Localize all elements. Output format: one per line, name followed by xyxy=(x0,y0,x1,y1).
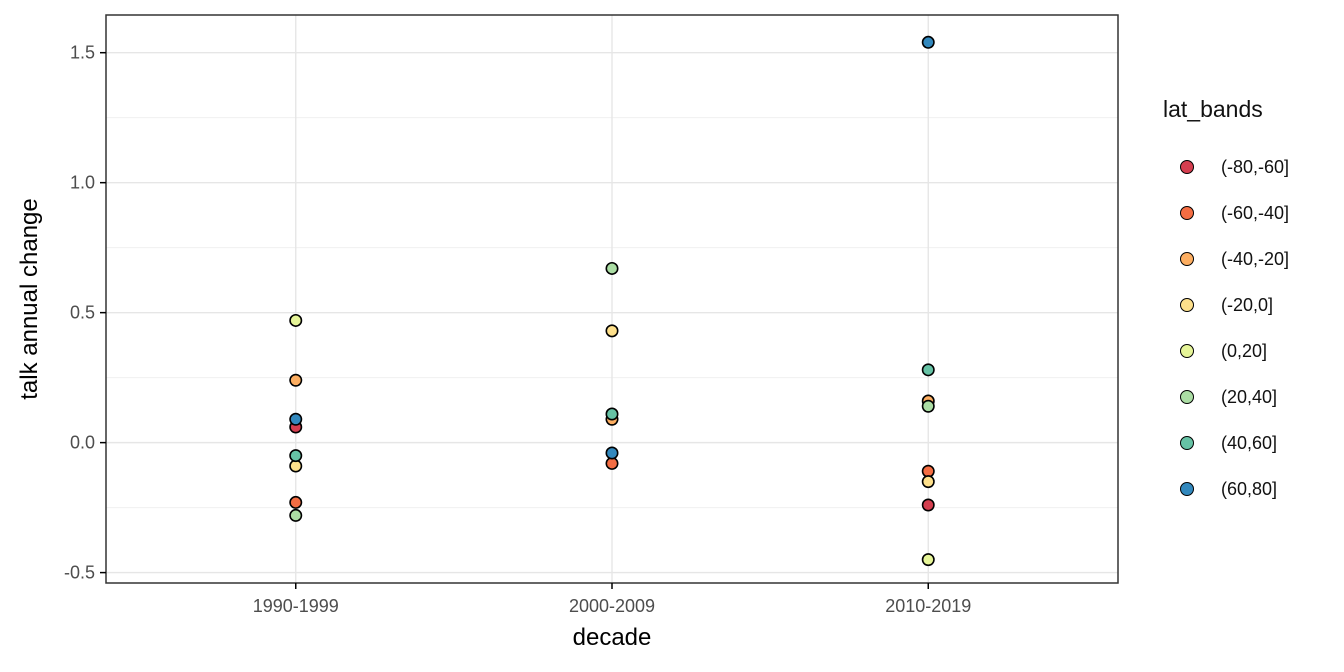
legend-item: (20,40] xyxy=(1163,374,1341,420)
legend-key-dot xyxy=(1180,482,1194,496)
y-axis-tick-label: 1.5 xyxy=(70,43,95,63)
legend-item-label: (20,40] xyxy=(1221,386,1278,407)
legend-key-dot xyxy=(1180,206,1194,220)
legend-item-label: (-60,-40] xyxy=(1221,202,1290,223)
data-point xyxy=(605,407,619,421)
legend-key-dot xyxy=(1180,160,1194,174)
data-point xyxy=(921,363,935,377)
legend-key-dot xyxy=(1180,390,1194,404)
x-axis-tick-label: 2010-2019 xyxy=(885,596,971,616)
y-axis-tick-label: -0.5 xyxy=(64,563,95,583)
legend-item-label: (-20,0] xyxy=(1221,294,1274,315)
x-axis-tick-label: 2000-2009 xyxy=(569,596,655,616)
legend-item: (0,20] xyxy=(1163,328,1341,374)
legend-item-label: (-80,-60] xyxy=(1221,156,1290,177)
x-axis-title: decade xyxy=(572,624,652,651)
legend-item: (60,80] xyxy=(1163,466,1341,512)
data-point xyxy=(605,324,619,338)
legend-item: (-20,0] xyxy=(1163,282,1341,328)
data-point xyxy=(921,399,935,413)
data-point xyxy=(921,35,935,49)
data-point xyxy=(289,449,303,463)
legend-key-dot xyxy=(1180,436,1194,450)
legend-item: (-60,-40] xyxy=(1163,190,1341,236)
data-point xyxy=(605,446,619,460)
legend-item-label: (0,20] xyxy=(1221,340,1268,361)
data-point xyxy=(289,412,303,426)
legend-item: (40,60] xyxy=(1163,420,1341,466)
data-point xyxy=(921,553,935,567)
legend-key-dot xyxy=(1180,298,1194,312)
data-point xyxy=(289,313,303,327)
legend-item: (-40,-20] xyxy=(1163,236,1341,282)
data-point xyxy=(605,261,619,275)
legend-title: lat_bands xyxy=(1163,96,1263,122)
data-point xyxy=(289,508,303,522)
y-axis-tick-label: 0.0 xyxy=(70,433,95,453)
y-axis-tick-label: 0.5 xyxy=(70,303,95,323)
legend: lat_bands (-80,-60] (-60,-40] (-40,-20] (-2… xyxy=(1163,96,1341,512)
legend-items: (-80,-60] (-60,-40] (-40,-20] (-20,0] (0,20]… xyxy=(1163,144,1341,512)
legend-item-label: (60,80] xyxy=(1221,478,1278,499)
y-axis-title: talk annual change xyxy=(16,198,43,400)
data-point xyxy=(289,373,303,387)
data-point xyxy=(289,495,303,509)
legend-item-label: (40,60] xyxy=(1221,432,1278,453)
y-axis-tick-label: 1.0 xyxy=(70,173,95,193)
data-point xyxy=(921,498,935,512)
legend-key-dot xyxy=(1180,252,1194,266)
legend-item-label: (-40,-20] xyxy=(1221,248,1290,269)
legend-item: (-80,-60] xyxy=(1163,144,1341,190)
data-point xyxy=(921,475,935,489)
legend-key-dot xyxy=(1180,344,1194,358)
x-axis-tick-label: 1990-1999 xyxy=(253,596,339,616)
